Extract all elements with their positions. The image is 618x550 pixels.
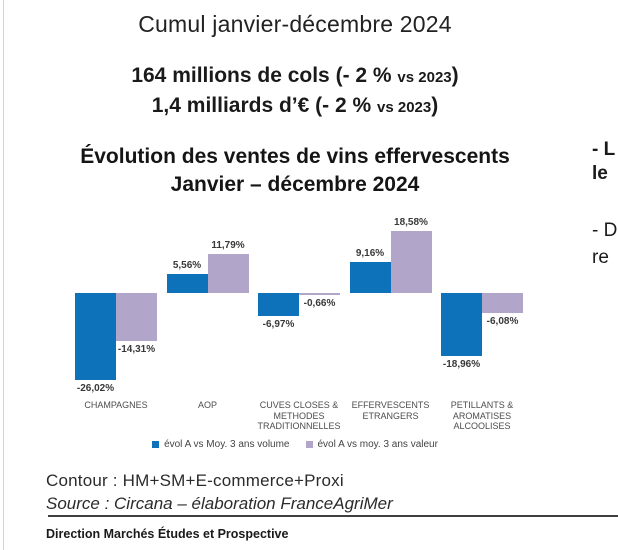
bar-valeur-1 (207, 253, 249, 293)
summary-line2-close: ) (431, 94, 439, 117)
bar-valeur-4 (482, 293, 523, 314)
category-label-3: EFFERVESCENTS ETRANGERS (351, 400, 430, 421)
summary-line1-lead: 164 millions de cols (- 2 % (131, 64, 398, 87)
chart-title-line2: Janvier – décembre 2024 (170, 173, 420, 196)
category-label-2: CUVES CLOSES & METHODES TRADITIONNELLES (257, 400, 341, 431)
summary-line2-lead: 1,4 milliards d’€ (- 2 % (151, 94, 377, 117)
footer-contour: Contour : HM+SM+E-commerce+Proxi (46, 471, 344, 490)
legend-label: évol A vs Moy. 3 ans volume (164, 439, 290, 450)
page-title: Cumul janvier-décembre 2024 (138, 11, 452, 37)
category-label-0: CHAMPAGNES (84, 400, 148, 410)
side-note-1: - L le (592, 139, 616, 184)
summary-line-value: 1,4 milliards d’€ (- 2 % vs 2023) (0, 92, 590, 122)
bar-value-label: -14,31% (117, 343, 156, 355)
bar-chart-plot: -26,02% -14,31% CHAMPAGNES 5,56% 11,79% AOP -6… (62, 215, 542, 443)
footer-department: Direction Marchés Études et Prospective (46, 527, 289, 541)
bar-value-label: 18,58% (394, 216, 428, 228)
summary-block: 164 millions de cols (- 2 % vs 2023) 1,4… (0, 62, 590, 122)
bar-volume-2 (258, 293, 299, 317)
bar-volume-1 (166, 274, 208, 293)
chart-title: Évolution des ventes de vins effervescen… (0, 143, 590, 199)
bar-volume-4 (441, 293, 482, 357)
legend-swatch-icon (152, 441, 160, 448)
summary-line1-vs: vs 2023 (397, 69, 452, 86)
bar-volume-0 (75, 293, 116, 380)
summary-line1-close: ) (451, 64, 459, 87)
legend-label: évol A vs moy. 3 ans valeur (317, 439, 438, 450)
summary-line2-vs: vs 2023 (377, 99, 432, 116)
legend-swatch-icon (305, 441, 313, 448)
chart-legend: évol A vs Moy. 3 ans volume évol A vs moy… (0, 439, 590, 450)
bar-value-label: 9,16% (355, 248, 385, 260)
bar-value-label: -0,66% (303, 298, 336, 310)
bar-value-label: -26,02% (76, 382, 115, 394)
slide-left-border (3, 0, 4, 550)
bar-value-label: -6,08% (486, 316, 519, 328)
summary-line-volume: 164 millions de cols (- 2 % vs 2023) (0, 62, 590, 92)
bar-value-label: 11,79% (211, 239, 245, 251)
chart-title-line1: Évolution des ventes de vins effervescen… (80, 145, 510, 168)
bar-volume-3 (349, 262, 391, 293)
legend-item-volume: évol A vs Moy. 3 ans volume (152, 439, 290, 450)
category-label-4: PETILLANTS & AROMATISES ALCOOLISES (450, 400, 514, 431)
footer-source: Source : Circana – élaboration FranceAgr… (46, 494, 393, 513)
footer-divider (48, 515, 618, 517)
side-note-2: - D re (592, 220, 618, 268)
bar-value-label: -6,97% (262, 319, 295, 331)
category-label-1: AOP (197, 400, 217, 410)
legend-item-valeur: évol A vs moy. 3 ans valeur (305, 439, 438, 450)
bar-valeur-3 (390, 230, 432, 293)
bar-valeur-2 (299, 293, 340, 296)
bar-value-label: 5,56% (172, 260, 202, 272)
bar-valeur-0 (116, 293, 157, 341)
bar-value-label: -18,96% (442, 359, 481, 371)
